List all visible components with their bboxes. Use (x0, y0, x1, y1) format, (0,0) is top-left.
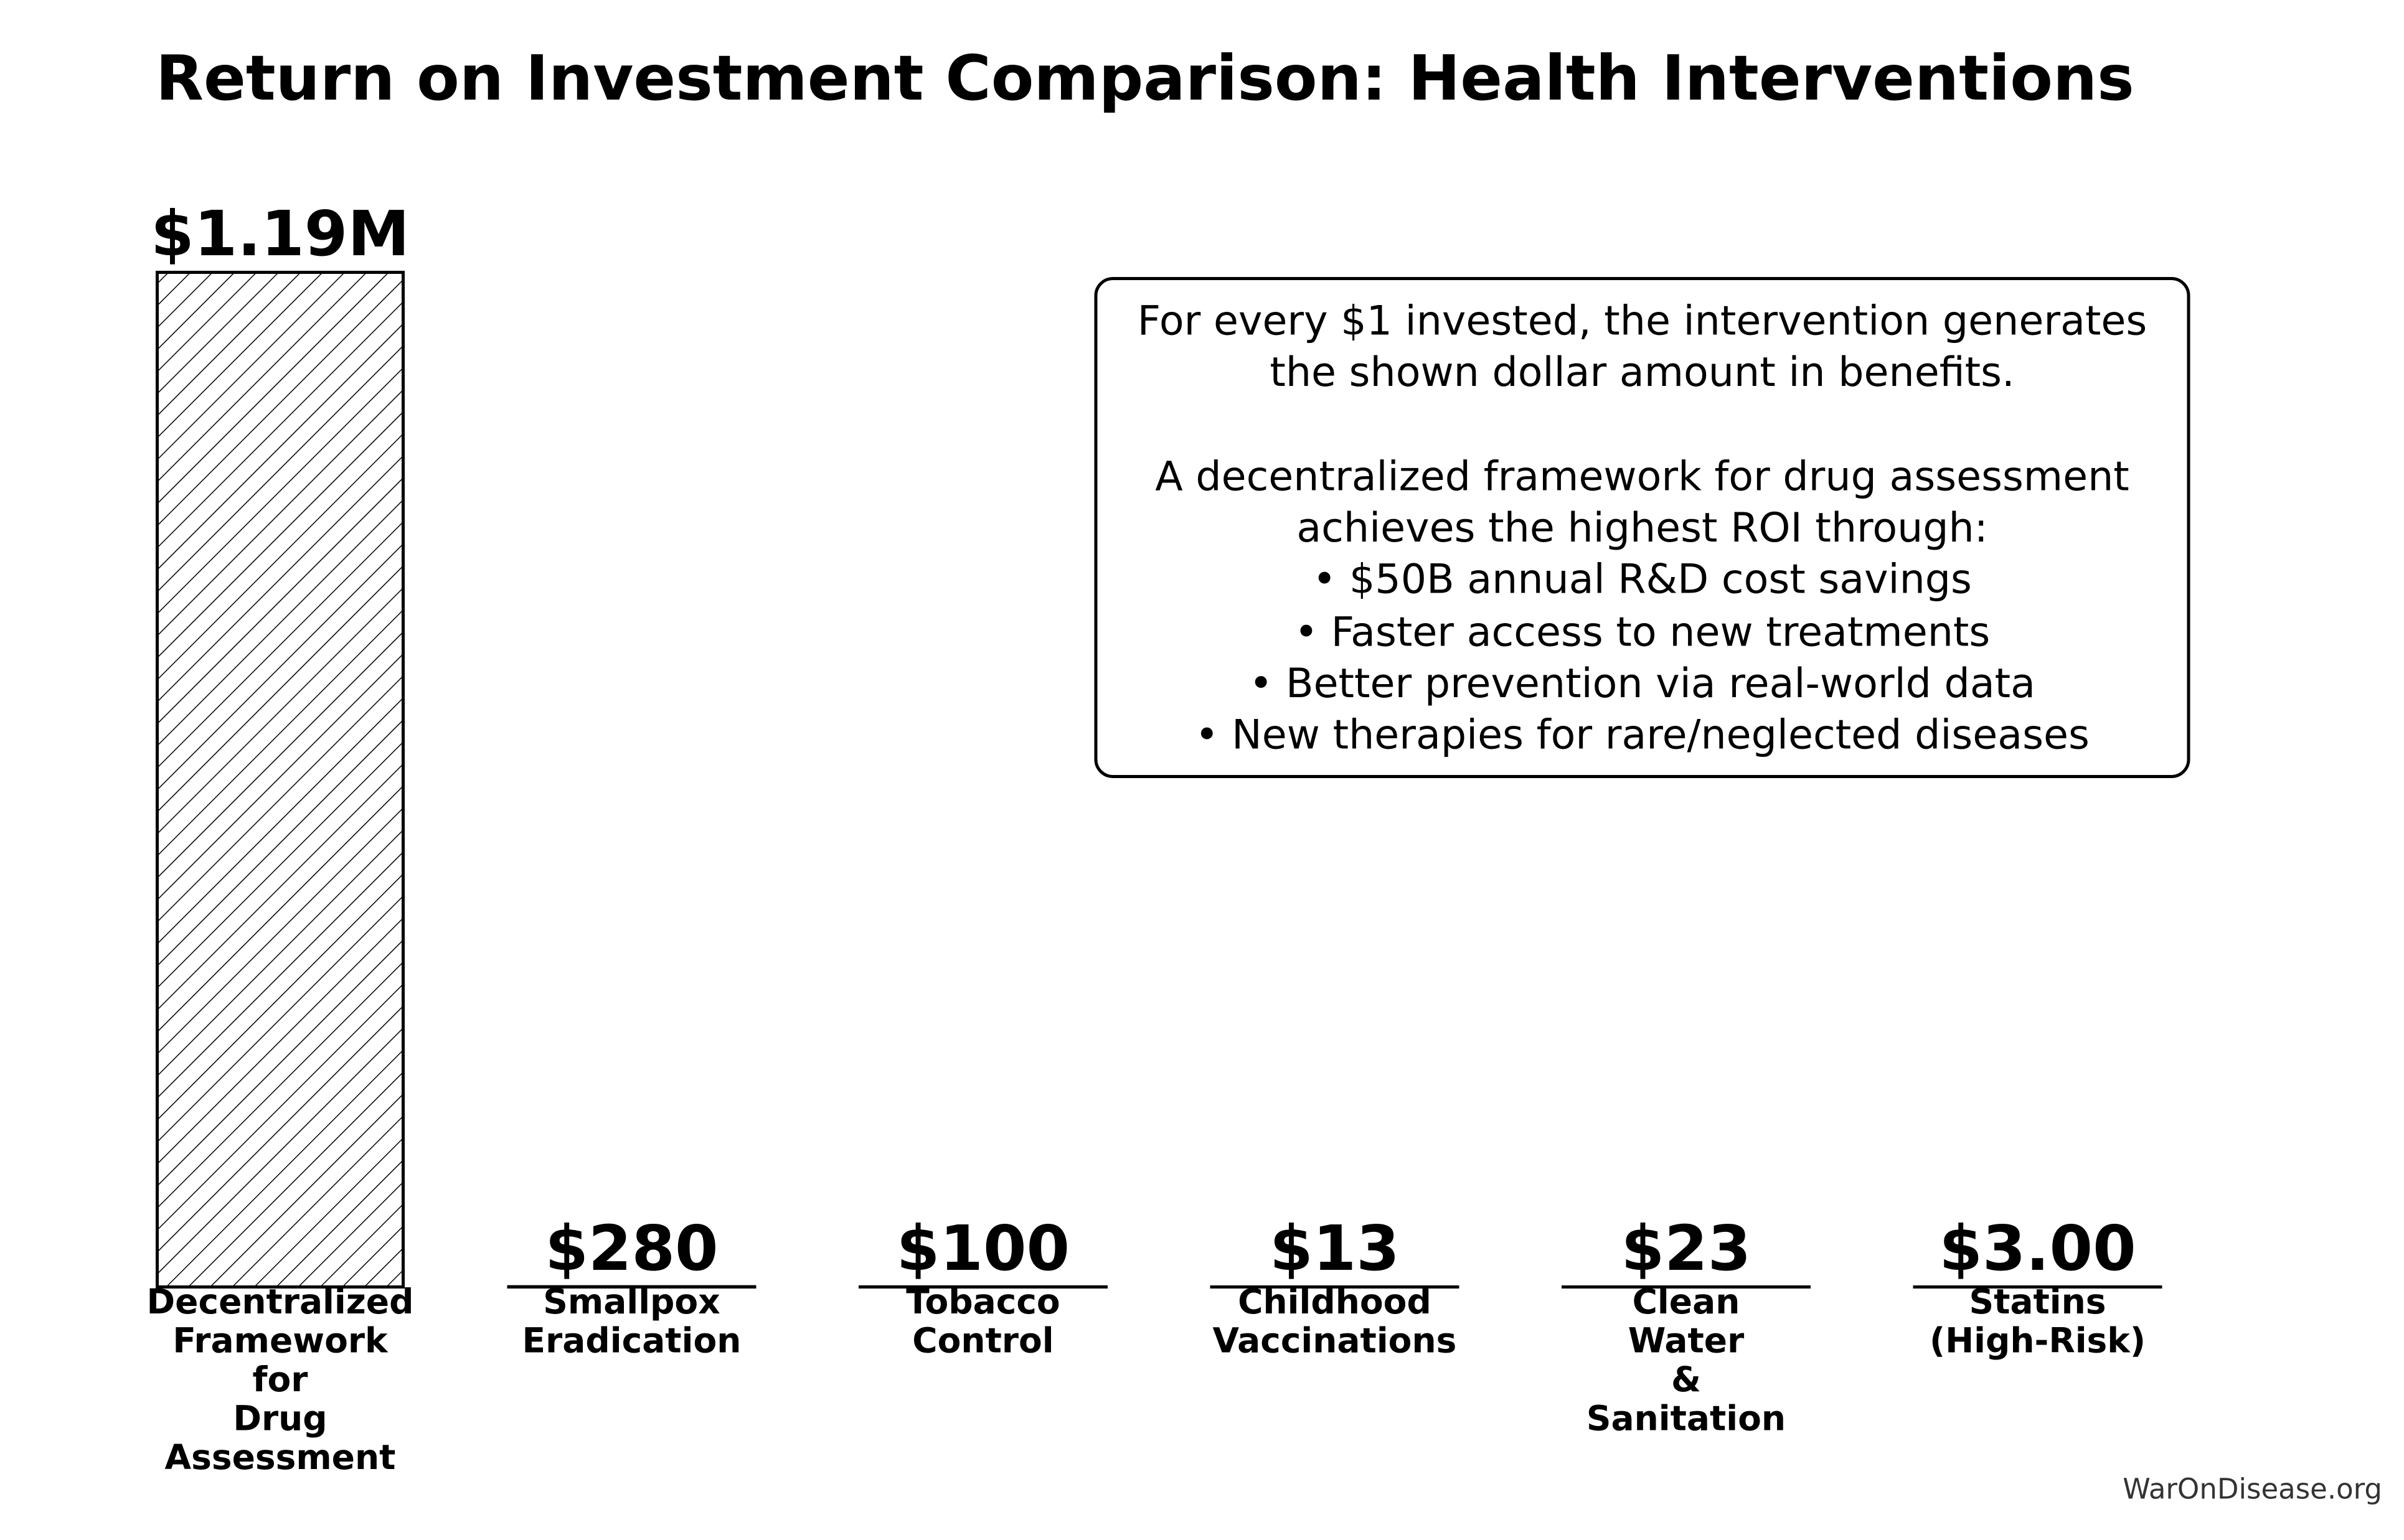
value-label: $280 (545, 1213, 719, 1285)
chart-title: Return on Investment Comparison: Health … (156, 44, 2134, 115)
footer: WarOnDisease.org (2123, 1473, 2382, 1507)
value-label: $3.00 (1939, 1213, 2136, 1285)
x-tick-label: Clean Water & Sanitation (1586, 1284, 1786, 1440)
x-tick-label: Tobacco Control (906, 1284, 1060, 1362)
value-label: $1.19M (151, 199, 410, 271)
value-label: $23 (1621, 1213, 1751, 1285)
value-label: $100 (896, 1213, 1070, 1285)
value-label: $13 (1270, 1213, 1400, 1285)
x-tick-label: Smallpox Eradication (522, 1284, 742, 1362)
x-tick-label: Statins (High-Risk) (1929, 1284, 2146, 1362)
annotation: For every $1 invested, the intervention … (1094, 277, 2190, 778)
bar (156, 271, 405, 1289)
x-tick-label: Decentralized Framework for Drug Assessm… (146, 1284, 414, 1479)
x-tick-label: Childhood Vaccinations (1212, 1284, 1457, 1362)
